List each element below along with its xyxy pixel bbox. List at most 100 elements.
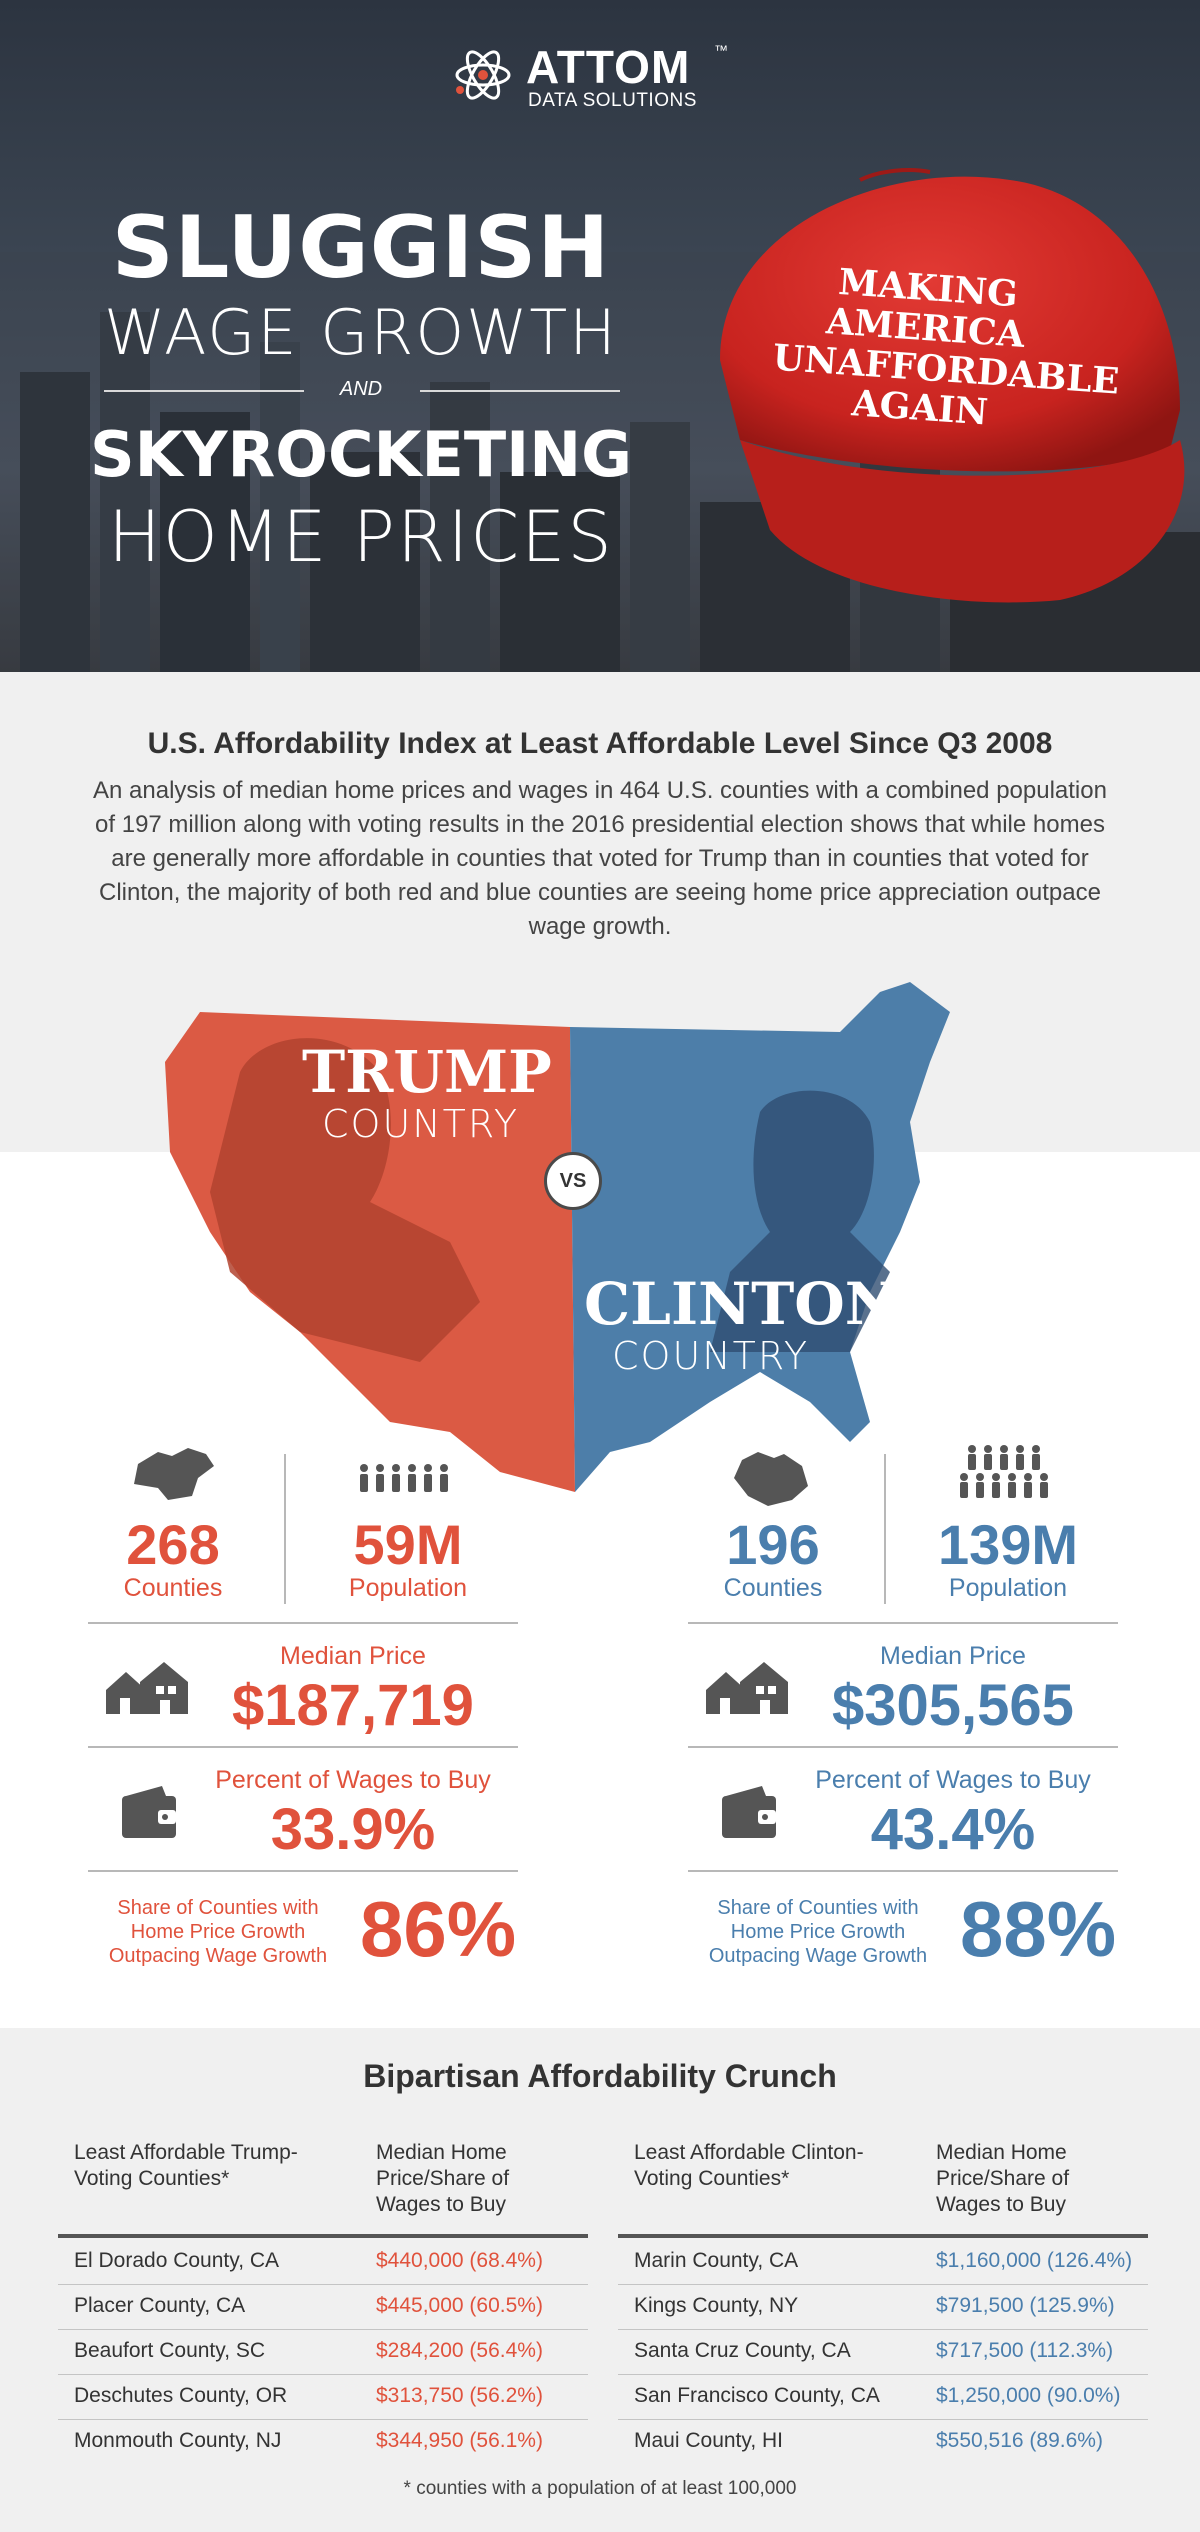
clinton-median-value: $305,565 xyxy=(832,1673,1074,1738)
trump-median-label: Median Price xyxy=(280,1642,426,1670)
county-price: $440,000 (68.4%) xyxy=(376,2249,543,2272)
county-price: $791,500 (125.9%) xyxy=(936,2294,1115,2317)
county-name: Santa Cruz County, CA xyxy=(634,2339,851,2362)
county-name: San Francisco County, CA xyxy=(634,2384,880,2407)
county-price: $550,516 (89.6%) xyxy=(936,2429,1103,2452)
hero-headline-sluggish: SLUGGISH xyxy=(111,198,611,298)
county-name: Maui County, HI xyxy=(634,2429,783,2452)
trump-counties-value: 268 xyxy=(126,1513,220,1576)
county-name: El Dorado County, CA xyxy=(74,2249,280,2272)
table-header-price: Median Home Price/Share of Wages to Buy xyxy=(376,2141,510,2216)
county-name: Placer County, CA xyxy=(74,2294,246,2317)
trump-country-title: TRUMP xyxy=(302,1038,552,1106)
houses-icon xyxy=(106,1662,188,1714)
wallet-icon xyxy=(122,1786,176,1838)
trump-divider-1 xyxy=(88,1622,518,1624)
table-row: Monmouth County, NJ $344,950 (56.1%) xyxy=(58,2420,588,2465)
table-header-rule xyxy=(58,2234,588,2238)
trump-wages-value: 33.9% xyxy=(270,1797,436,1862)
hero-headline-skyrocketing: SKYROCKETING xyxy=(89,418,633,491)
table-row: Kings County, NY $791,500 (125.9%) xyxy=(618,2285,1148,2330)
table-row: Placer County, CA $445,000 (60.5%) xyxy=(58,2285,588,2330)
clinton-share-label: Share of Counties with Home Price Growth… xyxy=(708,1897,928,1967)
clinton-counties-value: 196 xyxy=(726,1513,820,1576)
logo-subtitle: DATA SOLUTIONS xyxy=(528,90,697,111)
trump-divider-3 xyxy=(88,1870,518,1872)
county-price: $344,950 (56.1%) xyxy=(376,2429,543,2452)
trump-share-label: Share of Counties with Home Price Growth… xyxy=(108,1897,328,1967)
table-row: Deschutes County, OR $313,750 (56.2%) xyxy=(58,2375,588,2420)
map-section: TRUMP COUNTRY VS CLINTON COUNTRY xyxy=(0,972,1200,2028)
red-cap-icon xyxy=(720,168,1185,603)
clinton-population-label: Population xyxy=(948,1574,1068,1602)
attom-logo: ATTOM ™ DATA SOLUTIONS xyxy=(452,38,752,118)
clinton-share-value: 88% xyxy=(960,1885,1117,1973)
county-name: Monmouth County, NJ xyxy=(74,2429,282,2452)
county-price: $284,200 (56.4%) xyxy=(376,2339,543,2362)
affordability-crunch-section: Bipartisan Affordability Crunch Least Af… xyxy=(0,2028,1200,2532)
table-footnote: * counties with a population of at least… xyxy=(403,2478,797,2499)
trump-divider-2 xyxy=(88,1746,518,1748)
logo-wordmark: ATTOM xyxy=(526,41,691,93)
clinton-wages-value: 43.4% xyxy=(870,1797,1036,1862)
clinton-counties-label: Counties xyxy=(723,1574,823,1602)
table-header-price: Median Home Price/Share of Wages to Buy xyxy=(936,2141,1070,2216)
clinton-stat-divider xyxy=(884,1454,886,1604)
table-row: Santa Cruz County, CA $717,500 (112.3%) xyxy=(618,2330,1148,2375)
hero-headline-wage-growth: WAGE GROWTH xyxy=(104,296,618,369)
clinton-divider-3 xyxy=(688,1870,1118,1872)
trump-wages-label: Percent of Wages to Buy xyxy=(215,1766,491,1794)
trump-median-value: $187,719 xyxy=(232,1673,474,1738)
population-people-icon xyxy=(960,1445,1048,1498)
county-price: $717,500 (112.3%) xyxy=(936,2339,1114,2362)
clinton-divider-2 xyxy=(688,1746,1118,1748)
table-header-rule xyxy=(618,2234,1148,2238)
trump-share-value: 86% xyxy=(360,1885,517,1973)
table-header-counties: Least Affordable Trump-Voting Counties* xyxy=(74,2141,298,2190)
table-row: Beaufort County, SC $284,200 (56.4%) xyxy=(58,2330,588,2375)
trump-population-value: 59M xyxy=(353,1513,463,1576)
table-row: Marin County, CA $1,160,000 (126.4%) xyxy=(618,2240,1148,2285)
vs-badge: VS xyxy=(544,1152,602,1210)
clinton-population-value: 139M xyxy=(937,1513,1079,1576)
us-map-image xyxy=(165,982,950,1492)
table-header-counties: Least Affordable Clinton-Voting Counties… xyxy=(634,2141,864,2190)
hero-and: AND xyxy=(339,378,383,400)
trump-country-subtitle: COUNTRY xyxy=(322,1102,520,1146)
county-price: $445,000 (60.5%) xyxy=(376,2294,543,2317)
county-shape-icon xyxy=(134,1448,214,1500)
trump-stat-divider xyxy=(284,1454,286,1604)
clinton-stats: 196 Counties 139M Population Median Pric… xyxy=(688,1436,1118,1996)
county-price: $313,750 (56.2%) xyxy=(376,2384,543,2407)
county-price: $1,160,000 (126.4%) xyxy=(936,2249,1133,2272)
table-row: El Dorado County, CA $440,000 (68.4%) xyxy=(58,2240,588,2285)
intro-title: U.S. Affordability Index at Least Afford… xyxy=(147,727,1053,760)
and-divider-left xyxy=(104,390,304,392)
clinton-photo-silhouette xyxy=(710,1090,890,1352)
county-name: Beaufort County, SC xyxy=(74,2339,266,2362)
trump-photo-silhouette xyxy=(210,1038,480,1362)
and-divider-right xyxy=(420,390,620,392)
trump-population-label: Population xyxy=(348,1574,468,1602)
trump-stats: 268 Counties 59M Population Median Price… xyxy=(88,1436,518,1996)
clinton-wages-label: Percent of Wages to Buy xyxy=(815,1766,1091,1794)
trump-counties-label: Counties xyxy=(123,1574,223,1602)
county-name: Kings County, NY xyxy=(634,2294,799,2317)
clinton-divider-1 xyxy=(688,1622,1118,1624)
population-people-icon xyxy=(360,1464,448,1492)
county-name: Deschutes County, OR xyxy=(74,2384,288,2407)
clinton-median-label: Median Price xyxy=(880,1642,1026,1670)
clinton-country-subtitle: COUNTRY xyxy=(612,1334,810,1378)
table-row: Maui County, HI $550,516 (89.6%) xyxy=(618,2420,1148,2465)
cap-slogan: MAKING AMERICA UNAFFORDABLE AGAIN xyxy=(771,260,1121,434)
logo-trademark: ™ xyxy=(714,42,728,58)
attom-atom-icon xyxy=(455,50,511,100)
hero-banner: ATTOM ™ DATA SOLUTIONS SLUGGISH WAGE GRO… xyxy=(0,0,1200,672)
county-price: $1,250,000 (90.0%) xyxy=(936,2384,1121,2407)
wallet-icon xyxy=(722,1786,776,1838)
intro-body: An analysis of median home prices and wa… xyxy=(93,777,1107,940)
houses-icon xyxy=(706,1662,788,1714)
red-cap-image: MAKING AMERICA UNAFFORDABLE AGAIN xyxy=(680,150,1200,610)
county-name: Marin County, CA xyxy=(634,2249,799,2272)
county-shape-icon xyxy=(734,1452,808,1506)
